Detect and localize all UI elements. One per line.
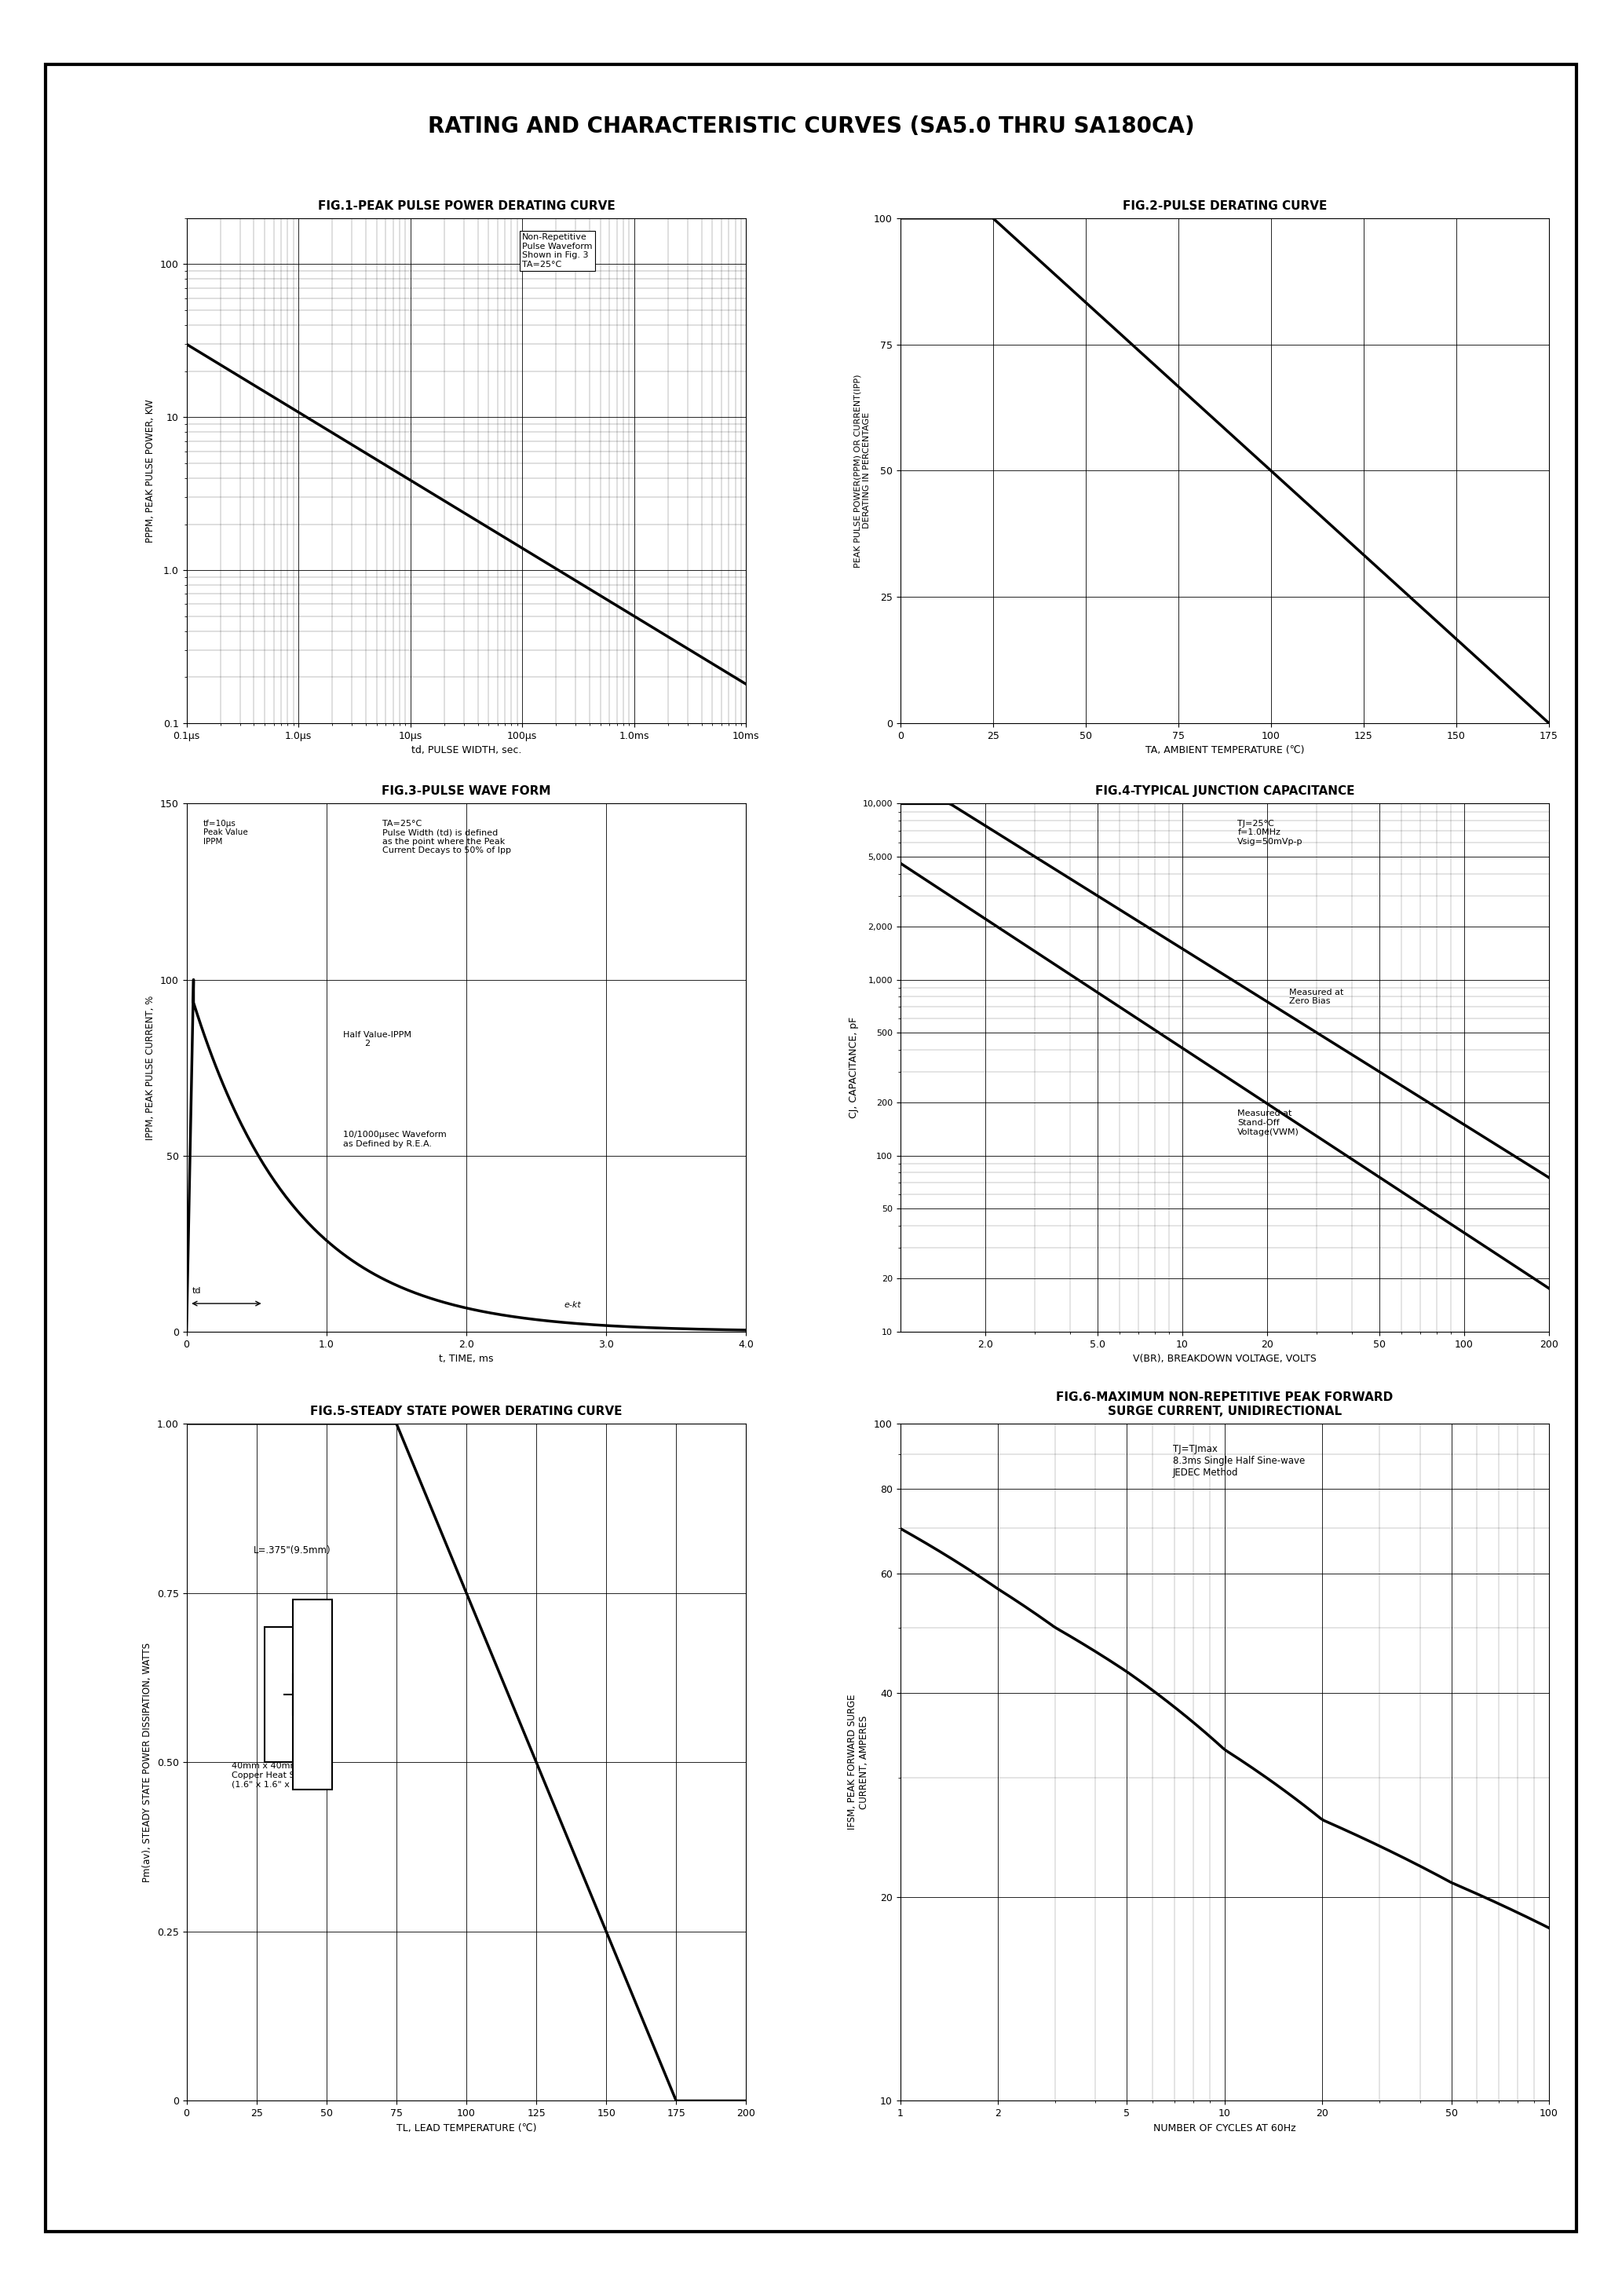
- Text: Measured at
Zero Bias: Measured at Zero Bias: [1289, 987, 1345, 1006]
- Y-axis label: CJ, CAPACITANCE, pF: CJ, CAPACITANCE, pF: [848, 1017, 860, 1118]
- Title: FIG.6-MAXIMUM NON-REPETITIVE PEAK FORWARD
SURGE CURRENT, UNIDIRECTIONAL: FIG.6-MAXIMUM NON-REPETITIVE PEAK FORWAR…: [1056, 1391, 1393, 1417]
- Text: TA=25°C
Pulse Width (td) is defined
as the point where the Peak
Current Decays t: TA=25°C Pulse Width (td) is defined as t…: [383, 820, 511, 854]
- Title: FIG.4-TYPICAL JUNCTION CAPACITANCE: FIG.4-TYPICAL JUNCTION CAPACITANCE: [1095, 785, 1354, 797]
- Bar: [294, 1600, 333, 1789]
- Text: L=.375"(9.5mm): L=.375"(9.5mm): [253, 1545, 331, 1557]
- X-axis label: td, PULSE WIDTH, sec.: td, PULSE WIDTH, sec.: [412, 746, 521, 755]
- Text: Non-Repetitive
Pulse Waveform
Shown in Fig. 3
TA=25°C: Non-Repetitive Pulse Waveform Shown in F…: [522, 234, 592, 269]
- Y-axis label: PPPM, PEAK PULSE POWER, KW: PPPM, PEAK PULSE POWER, KW: [146, 400, 156, 542]
- Text: 10/1000μsec Waveform
as Defined by R.E.A.: 10/1000μsec Waveform as Defined by R.E.A…: [344, 1132, 446, 1148]
- Title: FIG.2-PULSE DERATING CURVE: FIG.2-PULSE DERATING CURVE: [1122, 200, 1327, 211]
- Text: tf=10μs
Peak Value
IPPM: tf=10μs Peak Value IPPM: [203, 820, 248, 845]
- Text: TJ=TJmax
8.3ms Single Half Sine-wave
JEDEC Method: TJ=TJmax 8.3ms Single Half Sine-wave JED…: [1173, 1444, 1304, 1479]
- X-axis label: NUMBER OF CYCLES AT 60Hz: NUMBER OF CYCLES AT 60Hz: [1153, 2124, 1296, 2133]
- Text: Half Value-IPPM
        2: Half Value-IPPM 2: [344, 1031, 412, 1047]
- X-axis label: TL, LEAD TEMPERATURE (℃): TL, LEAD TEMPERATURE (℃): [396, 2124, 537, 2133]
- Y-axis label: Pm(av), STEADY STATE POWER DISSIPATION, WATTS: Pm(av), STEADY STATE POWER DISSIPATION, …: [143, 1642, 152, 1883]
- Text: RATING AND CHARACTERISTIC CURVES (SA5.0 THRU SA180CA): RATING AND CHARACTERISTIC CURVES (SA5.0 …: [428, 115, 1194, 138]
- Y-axis label: IPPM, PEAK PULSE CURRENT, %: IPPM, PEAK PULSE CURRENT, %: [146, 994, 156, 1141]
- Y-axis label: PEAK PULSE POWER(PPM) OR CURRENT(IPP)
DERATING IN PERCENTAGE: PEAK PULSE POWER(PPM) OR CURRENT(IPP) DE…: [853, 374, 871, 567]
- Text: 40mm x 40mm x 1mm
Copper Heat Sink
(1.6" x 1.6" x .040"): 40mm x 40mm x 1mm Copper Heat Sink (1.6"…: [232, 1763, 331, 1789]
- Title: FIG.5-STEADY STATE POWER DERATING CURVE: FIG.5-STEADY STATE POWER DERATING CURVE: [310, 1405, 623, 1417]
- X-axis label: V(BR), BREAKDOWN VOLTAGE, VOLTS: V(BR), BREAKDOWN VOLTAGE, VOLTS: [1132, 1355, 1317, 1364]
- Bar: [264, 1626, 315, 1763]
- Text: td: td: [191, 1286, 201, 1295]
- Text: e-kt: e-kt: [564, 1302, 581, 1309]
- Text: TJ=25°C
f=1.0MHz
Vsig=50mVp-p: TJ=25°C f=1.0MHz Vsig=50mVp-p: [1238, 820, 1302, 845]
- X-axis label: TA, AMBIENT TEMPERATURE (℃): TA, AMBIENT TEMPERATURE (℃): [1145, 746, 1304, 755]
- Y-axis label: IFSM, PEAK FORWARD SURGE
CURRENT, AMPERES: IFSM, PEAK FORWARD SURGE CURRENT, AMPERE…: [847, 1694, 869, 1830]
- Title: FIG.3-PULSE WAVE FORM: FIG.3-PULSE WAVE FORM: [381, 785, 551, 797]
- Title: FIG.1-PEAK PULSE POWER DERATING CURVE: FIG.1-PEAK PULSE POWER DERATING CURVE: [318, 200, 615, 211]
- X-axis label: t, TIME, ms: t, TIME, ms: [440, 1355, 493, 1364]
- Text: Measured at
Stand-Off
Voltage(VWM): Measured at Stand-Off Voltage(VWM): [1238, 1109, 1299, 1137]
